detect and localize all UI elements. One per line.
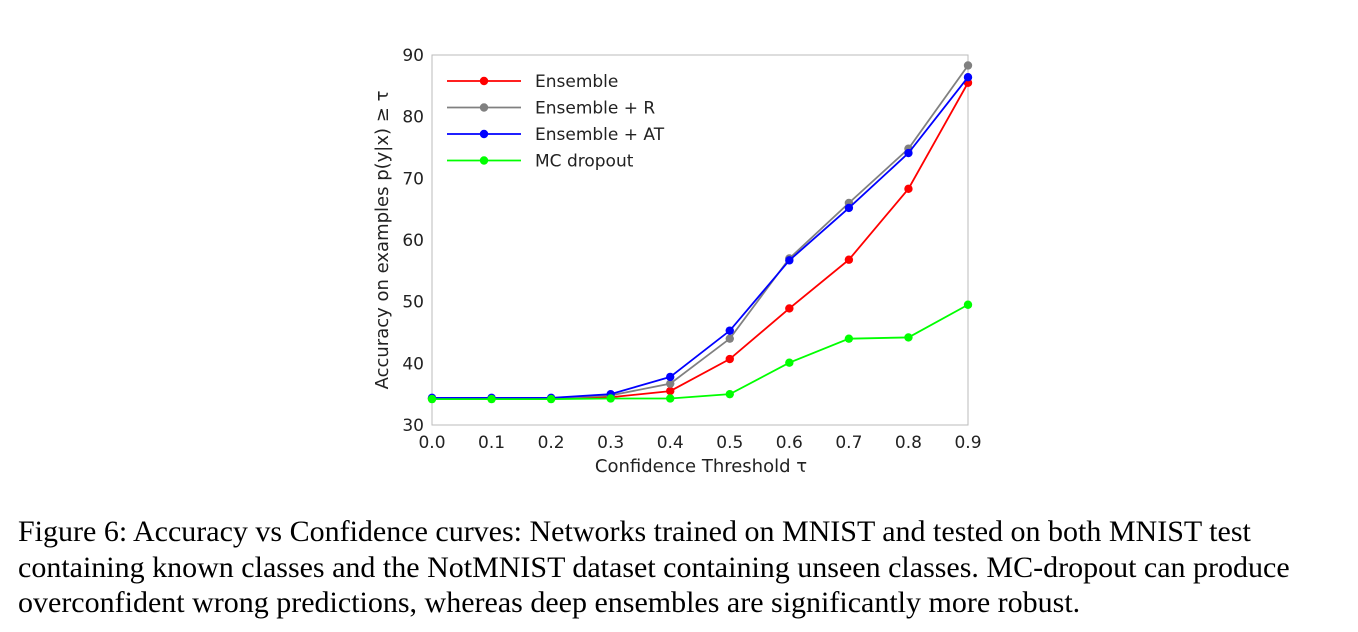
plot-frame — [431, 54, 969, 426]
x-tick-label: 0.9 — [954, 433, 981, 453]
x-tick-label: 0.8 — [895, 433, 922, 453]
y-tick-label: 60 — [402, 231, 424, 251]
series-line-ensemble-r — [432, 64, 969, 400]
data-point-ensemble-at — [844, 203, 854, 213]
y-axis-label: Accuracy on examples p(y|x) ≥ τ — [372, 91, 393, 390]
legend-swatch-marker — [479, 129, 489, 139]
x-axis-label: Confidence Threshold τ — [595, 456, 807, 477]
y-tick-label: 40 — [402, 354, 424, 374]
legend-label: MC dropout — [535, 152, 634, 172]
legend-swatch-marker — [479, 103, 489, 112]
y-axis-ticks: 30 40 50 60 70 80 90 — [402, 46, 424, 436]
data-point-ensemble — [844, 255, 854, 264]
legend-label: Ensemble + R — [535, 99, 655, 119]
data-point-ensemble — [725, 354, 734, 364]
legend-label: Ensemble — [535, 72, 618, 92]
data-point-ensemble-at — [785, 256, 794, 265]
legend-item-mc-dropout: MC dropout — [447, 152, 634, 172]
data-point-mc-dropout — [904, 333, 913, 342]
data-point-mc-dropout — [963, 300, 973, 309]
legend-item-ensemble-at: Ensemble + AT — [447, 125, 665, 145]
plot-border — [431, 54, 969, 426]
series-mc-dropout — [427, 300, 973, 404]
data-point-mc-dropout — [427, 394, 437, 404]
data-point-mc-dropout — [606, 394, 615, 403]
legend-item-ensemble-r: Ensemble + R — [447, 99, 655, 119]
series-line-ensemble — [432, 82, 969, 400]
data-point-ensemble — [785, 304, 794, 313]
x-axis-ticks: 0.0 0.1 0.2 0.3 0.4 0.5 0.6 0.7 0.8 0.9 — [418, 433, 981, 453]
data-point-ensemble-r — [725, 334, 734, 343]
data-point-ensemble-r — [666, 379, 675, 388]
data-point-mc-dropout — [487, 394, 496, 404]
y-tick-label: 50 — [402, 293, 424, 313]
data-point-ensemble-at — [666, 372, 675, 382]
accuracy-vs-confidence-chart: 0.0 0.1 0.2 0.3 0.4 0.5 0.6 0.7 0.8 0.9 30 40 50 60 7… — [372, 46, 982, 477]
legend-swatch-marker — [479, 156, 489, 165]
y-tick-label: 30 — [402, 416, 424, 436]
x-tick-label: 0.5 — [716, 433, 743, 453]
x-tick-label: 0.6 — [776, 433, 803, 453]
data-point-ensemble-at — [963, 73, 973, 82]
series-ensemble-at — [427, 73, 973, 403]
series-layer — [427, 61, 973, 404]
x-tick-label: 0.4 — [657, 433, 684, 453]
data-point-mc-dropout — [666, 394, 675, 403]
figure-caption: Figure 6: Accuracy vs Confidence curves:… — [18, 515, 1298, 619]
data-point-ensemble — [666, 386, 675, 396]
data-point-ensemble-at — [725, 326, 734, 335]
data-point-mc-dropout — [725, 389, 734, 399]
legend-item-ensemble: Ensemble — [447, 72, 618, 92]
x-tick-label: 0.3 — [597, 433, 624, 453]
data-point-ensemble-r — [963, 61, 973, 70]
legend-swatch-marker — [479, 76, 489, 86]
x-tick-label: 0.1 — [478, 433, 505, 453]
x-tick-label: 0.0 — [418, 433, 445, 453]
series-ensemble-r — [427, 61, 973, 403]
data-point-mc-dropout — [844, 334, 854, 343]
y-tick-label: 70 — [402, 169, 424, 189]
y-tick-label: 80 — [402, 108, 424, 128]
y-tick-label: 90 — [402, 46, 424, 66]
data-point-ensemble — [904, 184, 913, 194]
series-line-ensemble-at — [432, 76, 969, 399]
x-tick-label: 0.7 — [835, 433, 862, 453]
data-point-mc-dropout — [785, 358, 794, 367]
legend: Ensemble Ensemble + R Ensemble + AT MC drop… — [447, 72, 665, 172]
data-point-ensemble-at — [904, 148, 913, 158]
legend-label: Ensemble + AT — [535, 125, 665, 145]
series-line-mc-dropout — [432, 303, 969, 401]
x-tick-label: 0.2 — [538, 433, 565, 453]
data-point-mc-dropout — [546, 394, 556, 404]
